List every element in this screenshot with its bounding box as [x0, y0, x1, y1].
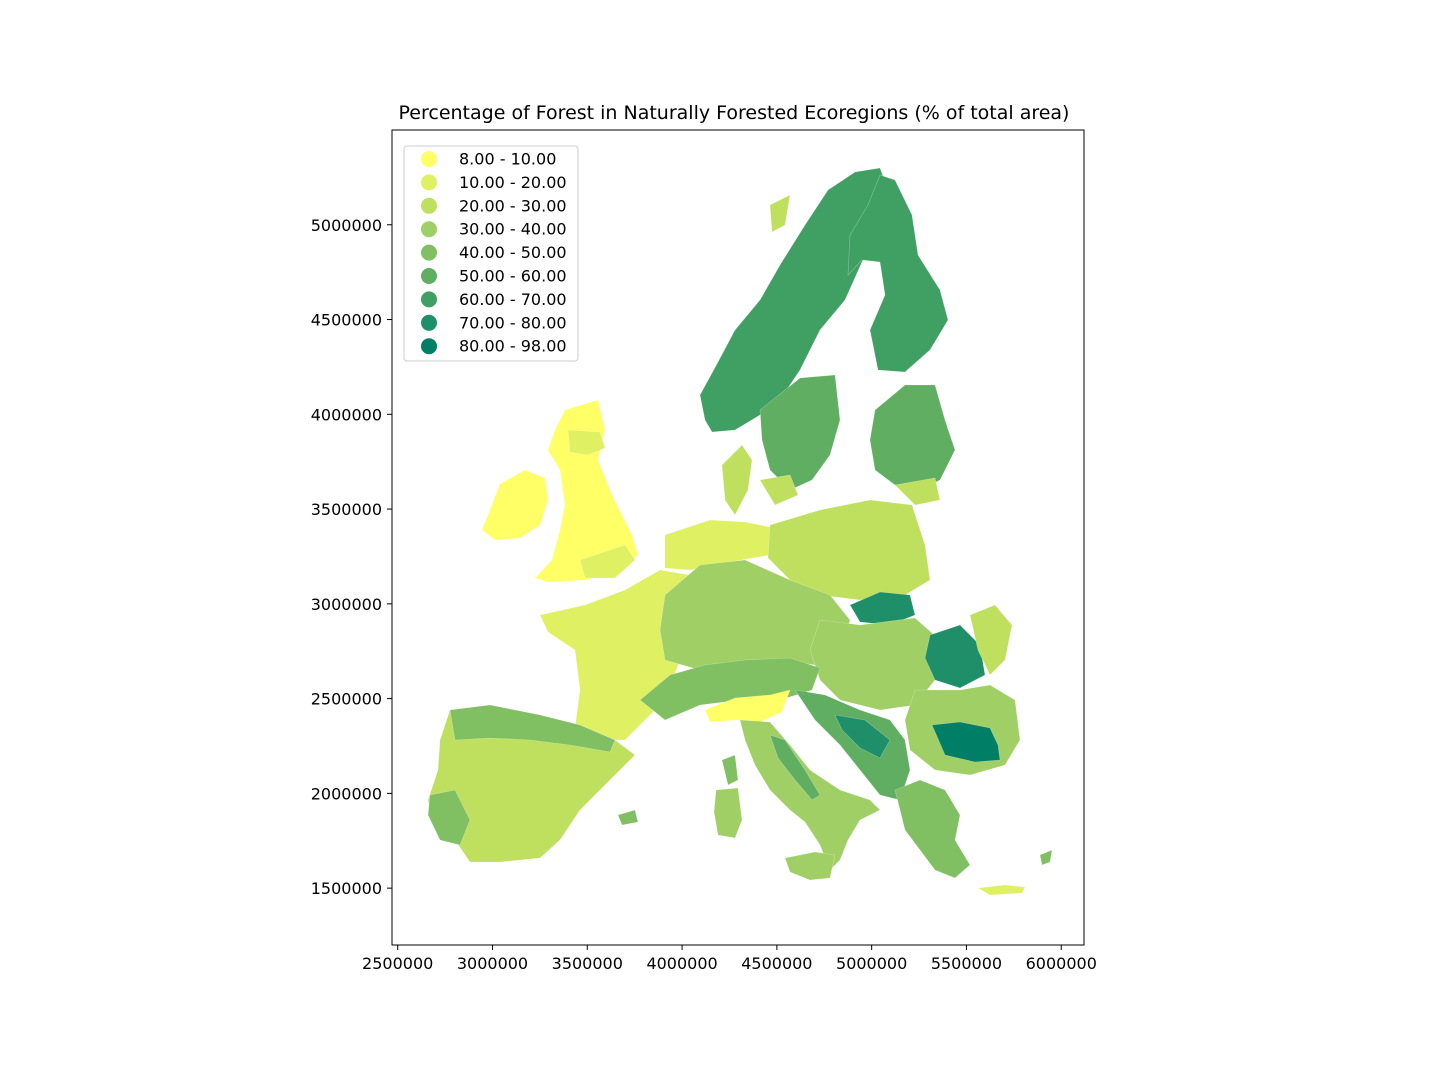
region-moldova: [969, 604, 1013, 676]
legend-swatch: [421, 221, 437, 238]
legend-swatch: [421, 174, 437, 191]
region-po-valley: [704, 689, 791, 723]
x-tick-label: 4000000: [646, 954, 717, 973]
region-denmark: [721, 444, 753, 516]
legend-swatch: [421, 197, 437, 214]
y-tick-label: 2000000: [311, 784, 382, 803]
region-sicily: [784, 851, 836, 881]
legend-label: 8.00 - 10.00: [459, 150, 556, 169]
chart-title: Percentage of Forest in Naturally Forest…: [399, 102, 1070, 124]
legend-label: 40.00 - 50.00: [459, 243, 567, 262]
region-dinaric: [794, 689, 911, 801]
region-iberia-north: [449, 704, 616, 753]
legend-label: 20.00 - 30.00: [459, 196, 567, 215]
legend-label: 30.00 - 40.00: [459, 220, 567, 239]
y-axis: 1500000 2000000 2500000 3000000 3500000 40000…: [311, 216, 392, 898]
region-aegean-islands: [1039, 849, 1053, 866]
region-carpathians-north: [849, 591, 916, 626]
region-baltics: [869, 384, 956, 491]
region-balkan-mountains: [931, 721, 1001, 763]
axes-frame: [391, 129, 1085, 946]
legend-swatch: [421, 268, 437, 284]
legend-box: [403, 145, 579, 362]
y-tick-label: 3500000: [311, 500, 382, 519]
y-tick-label: 4500000: [311, 311, 382, 330]
region-norway-coast-islands: [769, 194, 791, 233]
region-sweden-south: [759, 374, 841, 491]
region-greece: [894, 779, 971, 879]
x-tick-label: 2500000: [362, 954, 433, 973]
legend-swatch: [421, 291, 437, 308]
y-tick-label: 4000000: [311, 405, 382, 424]
region-dinaric-forest: [834, 714, 891, 759]
legend-label: 60.00 - 70.00: [459, 290, 567, 309]
y-tick-label: 1500000: [311, 879, 382, 898]
region-danish-islands: [759, 474, 799, 506]
y-tick-label: 5000000: [311, 216, 382, 235]
legend-label: 80.00 - 98.00: [459, 337, 567, 356]
legend-swatch: [421, 244, 437, 261]
map-regions: [427, 167, 1053, 896]
region-poland: [767, 499, 931, 601]
region-apennines: [769, 734, 821, 801]
x-tick-label: 6000000: [1026, 954, 1097, 973]
legend-swatch: [421, 151, 437, 167]
region-iberia-southwest: [427, 789, 471, 846]
region-balearics: [617, 809, 639, 826]
region-south-england: [579, 544, 636, 579]
legend-swatch: [421, 338, 437, 355]
x-tick-label: 5000000: [836, 954, 907, 973]
y-tick-label: 3000000: [311, 595, 382, 614]
region-finland: [847, 174, 949, 373]
region-sardinia: [713, 787, 743, 839]
region-ireland: [481, 469, 549, 541]
region-scotland-forest: [567, 429, 606, 456]
x-tick-label: 4500000: [741, 954, 812, 973]
region-lithuania-south: [894, 477, 941, 506]
x-tick-label: 3500000: [552, 954, 623, 973]
legend-label: 10.00 - 20.00: [459, 173, 567, 192]
x-tick-label: 3000000: [457, 954, 528, 973]
legend-label: 70.00 - 80.00: [459, 313, 567, 332]
region-great-britain: [534, 399, 639, 583]
region-romania-carpathians: [924, 624, 986, 689]
x-axis: 2500000 3000000 3500000 4000000 4500000 50000…: [362, 945, 1097, 973]
region-crete: [977, 884, 1026, 896]
legend-swatch: [421, 314, 437, 331]
y-tick-label: 2500000: [311, 690, 382, 709]
region-alps: [639, 657, 821, 721]
legend-label: 50.00 - 60.00: [459, 267, 567, 286]
legend: 8.00 - 10.00 10.00 - 20.00 20.00 - 30.00 30…: [403, 145, 579, 362]
x-tick-label: 5500000: [931, 954, 1002, 973]
region-corsica: [721, 754, 739, 786]
